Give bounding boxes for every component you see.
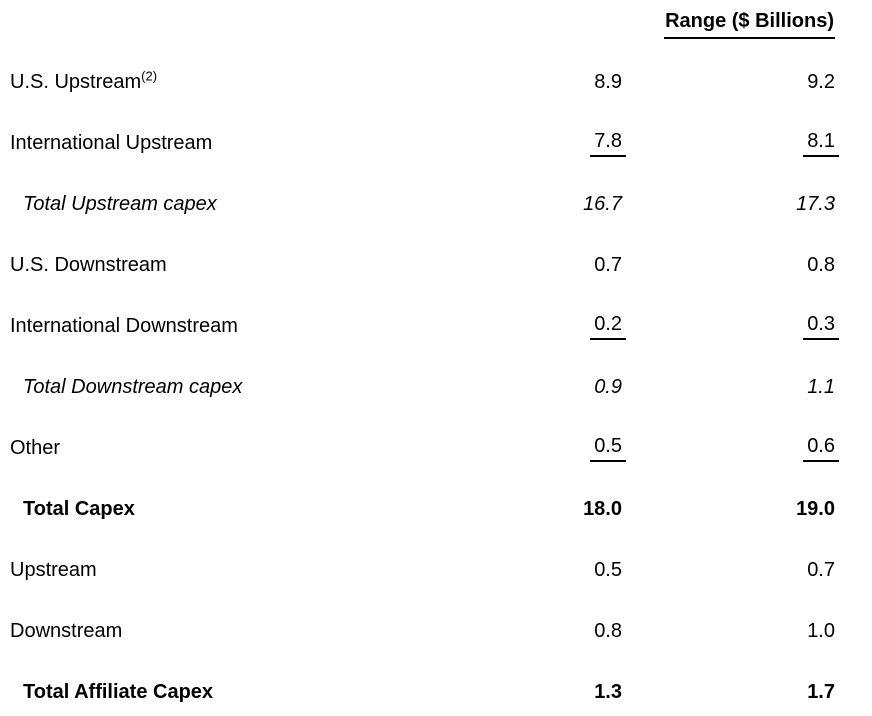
- row-high-value-cell: 0.3: [622, 312, 839, 340]
- row-low-value-cell: 0.9: [472, 375, 622, 399]
- table-row: Total Downstream capex 0.9 1.1: [0, 356, 872, 417]
- low-value: 8.9: [594, 70, 622, 93]
- low-value: 16.7: [583, 192, 622, 215]
- row-high-value-cell: 1.7: [622, 680, 835, 704]
- row-label: Downstream: [10, 619, 472, 643]
- row-high-value-cell: 0.7: [622, 558, 835, 582]
- row-label-text: Other: [10, 436, 61, 459]
- row-label-text: Total Capex: [23, 497, 135, 520]
- row-low-value-cell: 0.5: [472, 558, 622, 582]
- table-row: U.S. Upstream(2) 8.9 9.2: [0, 51, 872, 112]
- row-label-text: International Upstream: [10, 131, 213, 154]
- table-row: International Upstream 7.8 8.1: [0, 112, 872, 173]
- table-row: Total Affiliate Capex 1.3 1.7: [0, 661, 872, 716]
- row-label-text: Total Upstream capex: [23, 192, 217, 215]
- row-label: International Upstream: [10, 131, 472, 155]
- high-value: 0.8: [807, 253, 835, 276]
- row-low-value-cell: 7.8: [472, 129, 626, 157]
- footnote-marker: (2): [141, 67, 158, 83]
- row-high-value-cell: 1.0: [622, 619, 835, 643]
- row-label: Total Capex: [10, 497, 472, 521]
- row-high-value-cell: 0.8: [622, 253, 835, 277]
- row-label-text: Total Downstream capex: [23, 375, 243, 398]
- low-value: 0.2: [590, 312, 626, 340]
- row-high-value-cell: 17.3: [622, 192, 835, 216]
- row-label-text: Total Affiliate Capex: [23, 680, 214, 703]
- high-value: 1.1: [807, 375, 835, 398]
- table-row: U.S. Downstream 0.7 0.8: [0, 234, 872, 295]
- row-low-value-cell: 16.7: [472, 192, 622, 216]
- table-row: International Downstream 0.2 0.3: [0, 295, 872, 356]
- row-label: Total Upstream capex: [10, 192, 472, 216]
- row-label-text: U.S. Downstream: [10, 253, 167, 276]
- low-value: 0.5: [590, 434, 626, 462]
- row-low-value-cell: 0.8: [472, 619, 622, 643]
- table-row: Total Upstream capex 16.7 17.3: [0, 173, 872, 234]
- low-value: 1.3: [594, 680, 622, 703]
- row-high-value-cell: 1.1: [622, 375, 835, 399]
- high-value: 19.0: [796, 497, 835, 520]
- row-label: Upstream: [10, 558, 472, 582]
- table-row: Downstream 0.8 1.0: [0, 600, 872, 661]
- table-header-row: Range ($ Billions): [0, 0, 872, 39]
- high-value: 8.1: [803, 129, 839, 157]
- low-value: 0.8: [594, 619, 622, 642]
- table-row: Total Capex 18.0 19.0: [0, 478, 872, 539]
- row-label-text: International Downstream: [10, 314, 238, 337]
- range-column-header: Range ($ Billions): [664, 8, 835, 39]
- row-label: Total Affiliate Capex: [10, 680, 472, 704]
- table-row: Other 0.5 0.6: [0, 417, 872, 478]
- row-high-value-cell: 19.0: [622, 497, 835, 521]
- row-label: International Downstream: [10, 314, 472, 338]
- high-value: 1.0: [807, 619, 835, 642]
- row-label-text: Upstream: [10, 558, 97, 581]
- low-value: 18.0: [583, 497, 622, 520]
- row-low-value-cell: 0.5: [472, 434, 626, 462]
- row-high-value-cell: 8.1: [622, 129, 839, 157]
- row-label: Total Downstream capex: [10, 375, 472, 399]
- row-label-text: U.S. Upstream: [10, 70, 142, 93]
- row-high-value-cell: 9.2: [622, 70, 835, 94]
- low-value: 0.9: [594, 375, 622, 398]
- high-value: 0.6: [803, 434, 839, 462]
- row-low-value-cell: 0.7: [472, 253, 622, 277]
- row-low-value-cell: 0.2: [472, 312, 626, 340]
- row-low-value-cell: 1.3: [472, 680, 622, 704]
- high-value: 0.3: [803, 312, 839, 340]
- row-label: U.S. Upstream(2): [10, 67, 472, 94]
- capex-table-body: U.S. Upstream(2) 8.9 9.2 International U…: [0, 51, 872, 716]
- table-row: Upstream 0.5 0.7: [0, 539, 872, 600]
- row-low-value-cell: 8.9: [472, 70, 622, 94]
- row-label-text: Downstream: [10, 619, 123, 642]
- row-high-value-cell: 0.6: [622, 434, 839, 462]
- high-value: 17.3: [796, 192, 835, 215]
- row-label: Other: [10, 436, 472, 460]
- high-value: 1.7: [807, 680, 835, 703]
- row-low-value-cell: 18.0: [472, 497, 622, 521]
- low-value: 0.7: [594, 253, 622, 276]
- high-value: 0.7: [807, 558, 835, 581]
- low-value: 0.5: [594, 558, 622, 581]
- high-value: 9.2: [807, 70, 835, 93]
- row-label: U.S. Downstream: [10, 253, 472, 277]
- low-value: 7.8: [590, 129, 626, 157]
